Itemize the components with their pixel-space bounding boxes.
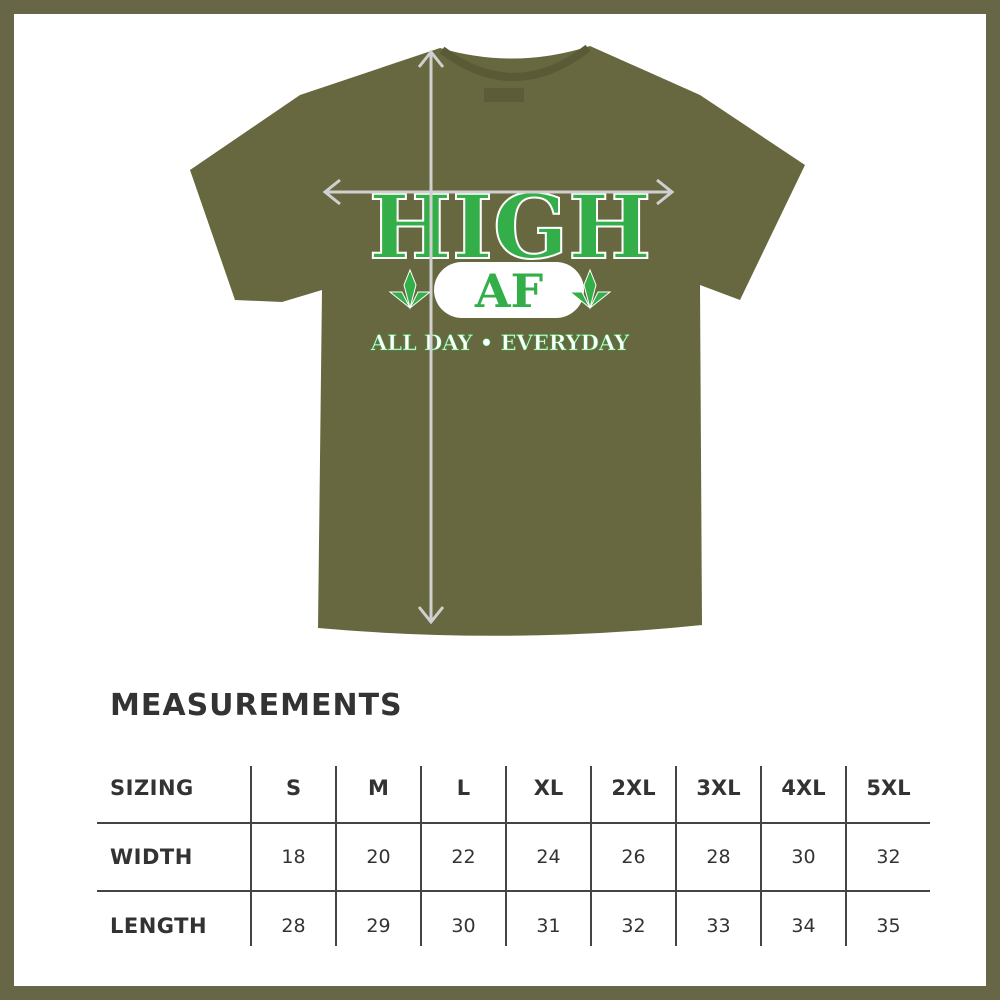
column-divider bbox=[845, 766, 847, 946]
column-divider bbox=[590, 766, 592, 946]
width-cell: 20 bbox=[366, 846, 391, 868]
column-divider bbox=[505, 766, 507, 946]
width-cell: 18 bbox=[281, 846, 306, 868]
cannabis-leaf-icon bbox=[568, 268, 612, 310]
width-cell: 30 bbox=[791, 846, 816, 868]
length-cell: 34 bbox=[791, 915, 816, 937]
width-cell: 28 bbox=[706, 846, 731, 868]
width-cell: 24 bbox=[536, 846, 561, 868]
width-cell: 32 bbox=[876, 846, 901, 868]
width-cell: 26 bbox=[621, 846, 646, 868]
length-cell: 35 bbox=[876, 915, 901, 937]
size-header: 2XL bbox=[611, 776, 656, 800]
length-cell: 30 bbox=[451, 915, 476, 937]
size-header: 5XL bbox=[866, 776, 911, 800]
length-cell: 31 bbox=[536, 915, 561, 937]
size-header: XL bbox=[533, 776, 564, 800]
size-header: L bbox=[456, 776, 471, 800]
size-header: S bbox=[285, 776, 302, 800]
cannabis-leaf-icon bbox=[388, 268, 432, 310]
print-af: AF bbox=[474, 264, 544, 318]
tshirt-image: HIGH AF ALL DAY • EVERYDAY bbox=[190, 44, 805, 636]
width-cell: 22 bbox=[451, 846, 476, 868]
size-header: 4XL bbox=[781, 776, 826, 800]
row-label-length: LENGTH bbox=[110, 914, 208, 938]
header-label: SIZING bbox=[110, 776, 194, 800]
column-divider bbox=[335, 766, 337, 946]
length-cell: 28 bbox=[281, 915, 306, 937]
collar bbox=[439, 44, 591, 81]
measurements-title: MEASUREMENTS bbox=[110, 688, 403, 723]
column-divider bbox=[760, 766, 762, 946]
length-arrow bbox=[417, 49, 445, 625]
width-arrow bbox=[322, 178, 675, 206]
table-divider bbox=[97, 822, 930, 824]
row-label-width: WIDTH bbox=[110, 845, 193, 869]
size-header: M bbox=[368, 776, 389, 800]
length-cell: 33 bbox=[706, 915, 731, 937]
print-badge bbox=[434, 262, 584, 318]
column-divider bbox=[250, 766, 252, 946]
size-header: 3XL bbox=[696, 776, 741, 800]
column-divider bbox=[675, 766, 677, 946]
column-divider bbox=[420, 766, 422, 946]
table-divider bbox=[97, 890, 930, 892]
length-cell: 29 bbox=[366, 915, 391, 937]
length-cell: 32 bbox=[621, 915, 646, 937]
neck-label bbox=[484, 88, 524, 102]
print-tagline: ALL DAY • EVERYDAY bbox=[370, 330, 630, 355]
